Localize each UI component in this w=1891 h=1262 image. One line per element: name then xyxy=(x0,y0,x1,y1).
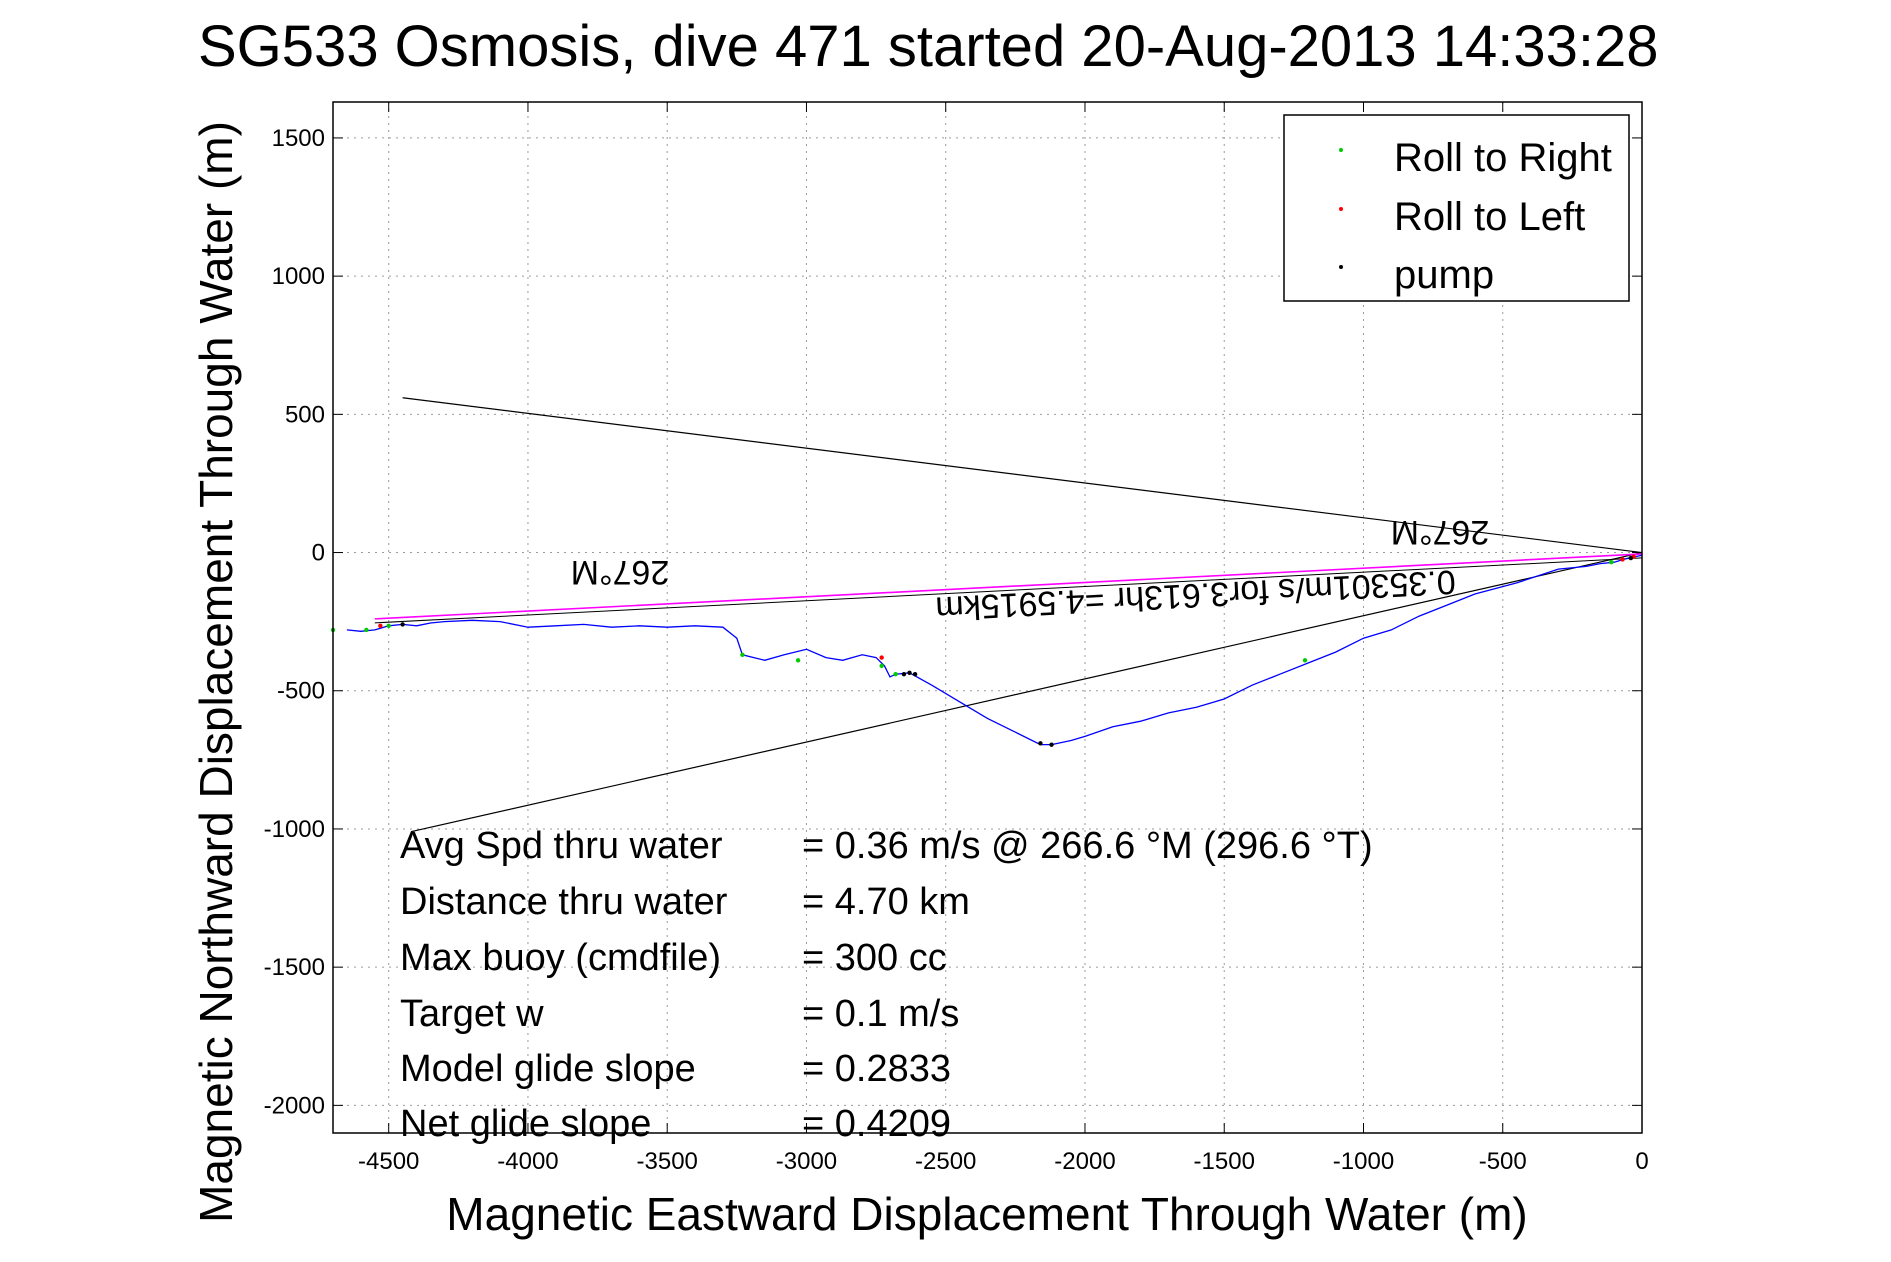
pump-point xyxy=(912,671,918,677)
x-tick-label: -500 xyxy=(1479,1148,1527,1175)
roll-right-point xyxy=(740,652,745,658)
stat-value-net-glide: = 0.4209 xyxy=(802,1103,951,1145)
stat-label-model-glide: Model glide slope xyxy=(400,1048,696,1090)
roll-right-point xyxy=(879,663,884,669)
stat-label-max-buoy: Max buoy (cmdfile) xyxy=(400,937,721,979)
x-tick-label: -3500 xyxy=(637,1148,698,1175)
legend-label-roll-right: Roll to Right xyxy=(1394,136,1612,180)
heading-line-1 xyxy=(402,397,1643,554)
legend-label-pump: pump xyxy=(1394,253,1494,297)
legend: Roll to Right Roll to Left pump xyxy=(1283,114,1630,302)
legend-marker-roll-right xyxy=(1339,148,1343,152)
heading-label-right: 267°M xyxy=(1391,513,1490,551)
y-tick-label: -2000 xyxy=(264,1092,325,1119)
stat-label-net-glide: Net glide slope xyxy=(400,1103,651,1145)
x-tick-label: -3000 xyxy=(776,1148,837,1175)
x-tick-label: -2000 xyxy=(1054,1148,1115,1175)
roll-right-point xyxy=(386,623,391,628)
stat-value-max-buoy: = 300 cc xyxy=(802,937,947,979)
legend-marker-roll-left xyxy=(1339,207,1343,211)
pump-point xyxy=(907,670,912,675)
x-tick-label: -4000 xyxy=(497,1148,558,1175)
x-tick-label: -1000 xyxy=(1333,1148,1394,1175)
roll-right-point xyxy=(1609,560,1614,565)
dead-reckoning-line xyxy=(374,557,1643,624)
stat-value-target-w: = 0.1 m/s xyxy=(802,993,959,1035)
reference-lines xyxy=(374,397,1643,833)
y-tick-label: -1000 xyxy=(264,816,325,843)
stat-value-distance: = 4.70 km xyxy=(802,881,970,923)
y-tick-label: -1500 xyxy=(264,954,325,981)
x-tick-label: -4500 xyxy=(358,1148,419,1175)
legend-label-roll-left: Roll to Left xyxy=(1394,195,1585,239)
stats-block: Avg Spd thru water = 0.36 m/s @ 266.6 °M… xyxy=(400,825,1373,1145)
x-axis-label: Magnetic Eastward Displacement Through W… xyxy=(446,1188,1527,1240)
pump-point xyxy=(1049,742,1054,747)
stat-label-target-w: Target w xyxy=(400,993,544,1035)
roll-left-point xyxy=(879,655,884,660)
x-tick-label: -2500 xyxy=(915,1148,976,1175)
y-tick-label: 1500 xyxy=(272,125,325,152)
heading-label-left: 267°M xyxy=(571,553,670,591)
pump-point xyxy=(1628,555,1634,561)
x-tick-label: 0 xyxy=(1635,1148,1648,1175)
y-tick-label: 500 xyxy=(285,401,325,428)
y-tick-label: -500 xyxy=(277,678,325,705)
stat-label-avg-speed: Avg Spd thru water xyxy=(400,825,723,867)
roll-left-point xyxy=(378,623,383,628)
legend-marker-pump xyxy=(1339,265,1343,269)
stat-value-model-glide: = 0.2833 xyxy=(802,1048,951,1090)
y-axis-label: Magnetic Northward Displacement Through … xyxy=(190,121,242,1223)
grid xyxy=(333,102,1642,1133)
pump-point xyxy=(400,622,405,627)
heading-line-2 xyxy=(410,551,1643,833)
plot-frame xyxy=(332,101,1643,1134)
pump-point xyxy=(901,671,907,677)
chart-title: SG533 Osmosis, dive 471 started 20-Aug-2… xyxy=(198,14,1659,79)
stat-label-distance: Distance thru water xyxy=(400,881,728,923)
roll-right-point xyxy=(893,671,898,677)
pump-point xyxy=(1038,741,1043,746)
depth-averaged-current-line xyxy=(374,553,1643,620)
y-tick-label: 0 xyxy=(312,540,325,567)
y-tick-label: 1000 xyxy=(272,263,325,290)
stat-value-avg-speed: = 0.36 m/s @ 266.6 °M (296.6 °T) xyxy=(802,825,1373,867)
markers xyxy=(330,554,1636,747)
roll-right-point xyxy=(364,627,369,633)
roll-left-point xyxy=(1620,557,1625,562)
axis-ticks: -4500 -4000 -3500 -3000 -2500 -2000 -1500 -1000… xyxy=(264,102,1649,1175)
x-tick-label: -1500 xyxy=(1194,1148,1255,1175)
roll-right-point xyxy=(1302,658,1308,663)
roll-right-point xyxy=(795,658,801,663)
